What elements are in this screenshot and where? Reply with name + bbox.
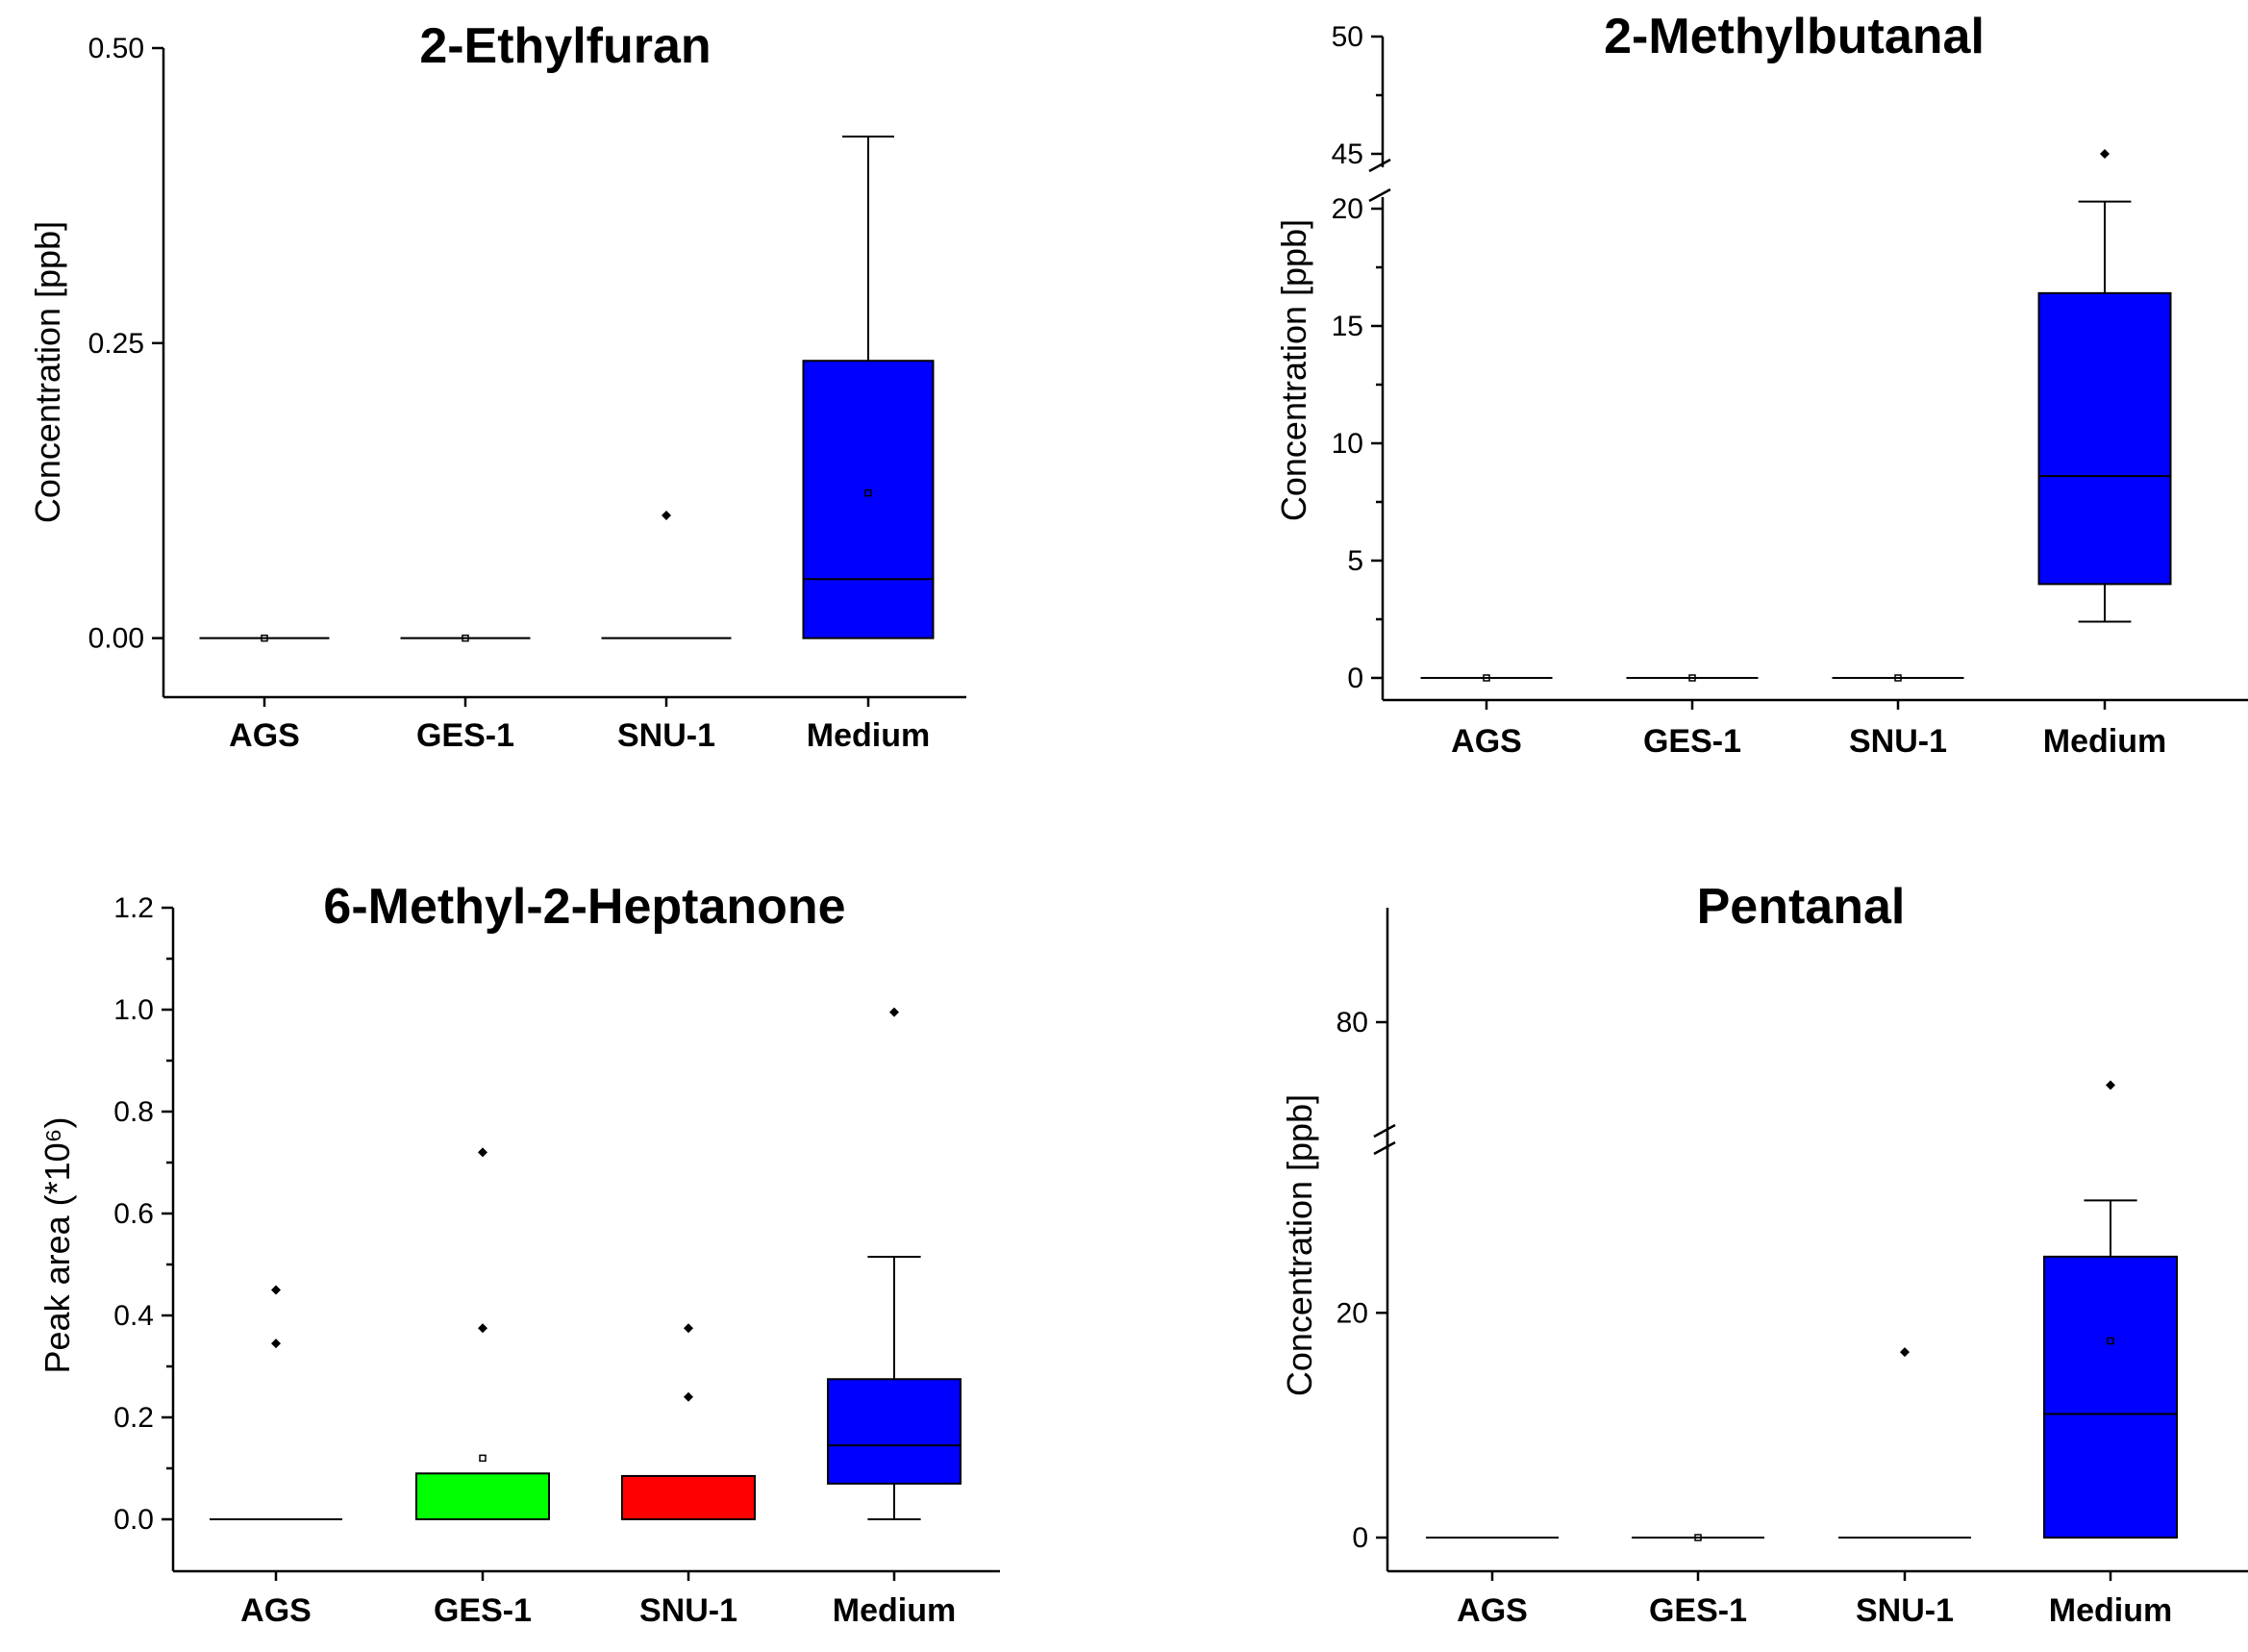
outlier-point	[1900, 1347, 1910, 1358]
outlier-point	[684, 1391, 693, 1402]
x-tick-label: SNU-1	[617, 717, 715, 754]
y-axis-label: Peak area (*10⁶)	[37, 1117, 77, 1374]
box-ags	[1420, 674, 1553, 682]
box-ges-1	[400, 634, 531, 642]
x-tick-label: Medium	[833, 1592, 956, 1629]
x-tick-label: SNU-1	[639, 1592, 737, 1629]
y-axis-label: Concentration [ppb]	[28, 221, 67, 523]
box-snu-1	[601, 511, 732, 639]
outlier-point	[684, 1323, 693, 1334]
x-tick-label: AGS	[240, 1592, 312, 1629]
axis-break-mark	[1368, 188, 1391, 203]
box-snu-1	[1838, 1347, 1971, 1539]
box-ags	[210, 1285, 342, 1520]
y-tick-label: 15	[1332, 311, 1363, 342]
box-medium	[2037, 149, 2172, 623]
y-tick-label: 0.0	[113, 1504, 154, 1536]
y-tick-label: 0.4	[113, 1300, 154, 1332]
x-tick-label: AGS	[1451, 723, 1522, 760]
mean-marker	[2107, 1337, 2114, 1345]
y-tick-label: 0.25	[88, 328, 144, 360]
y-tick-label: 5	[1347, 545, 1363, 577]
panel-title: 6-Methyl-2-Heptanone	[323, 879, 845, 935]
outlier-point	[2100, 149, 2110, 159]
x-tick-label: GES-1	[1643, 723, 1741, 760]
box-snu-1	[621, 1323, 756, 1520]
x-tick-label: Medium	[2049, 1592, 2172, 1629]
mean-marker	[1483, 674, 1490, 682]
outlier-point	[271, 1285, 281, 1295]
plot-area: 0.0 0.2 0.4 0.6 0.8 1.0 1.2 AGS GES-1 SNU-1 Medium	[113, 892, 1000, 1629]
box-medium	[827, 1007, 962, 1520]
plot-area: 0 20 80 AGS GES-1 SNU-1 Medium	[1336, 908, 2248, 1629]
box-snu-1	[1832, 674, 1964, 682]
y-tick-label: 10	[1332, 428, 1363, 460]
y-tick-label: 0	[1347, 663, 1363, 694]
y-tick-label: 0	[1352, 1522, 1368, 1554]
box-ges-1	[415, 1147, 550, 1521]
y-tick-label: 20	[1332, 193, 1363, 225]
x-tick-label: AGS	[1457, 1592, 1528, 1629]
x-tick-label: AGS	[229, 717, 300, 754]
box-body	[802, 360, 935, 639]
axis-break-mark	[1368, 158, 1391, 173]
mean-marker	[261, 634, 268, 642]
y-tick-label: 50	[1332, 21, 1363, 53]
x-tick-label: Medium	[807, 717, 930, 754]
y-tick-label: 0.00	[88, 623, 144, 655]
x-tick-label: SNU-1	[1856, 1592, 1954, 1629]
outlier-point	[662, 511, 671, 520]
panel-title: 2-Methylbutanal	[1604, 9, 1985, 64]
box-body	[621, 1474, 756, 1520]
x-tick-label: GES-1	[416, 717, 514, 754]
y-tick-label: 0.2	[113, 1402, 154, 1434]
box-medium	[2043, 1080, 2178, 1539]
outlier-point	[889, 1007, 899, 1017]
mean-marker	[864, 488, 872, 497]
panel-6-methyl-2-heptanone: 6-Methyl-2-Heptanone Peak area (*10⁶) 0.…	[37, 879, 1000, 1629]
box-body	[827, 1378, 962, 1485]
mean-marker	[462, 634, 469, 642]
box-body	[2043, 1255, 2178, 1539]
outlier-point	[271, 1339, 281, 1349]
x-tick-label: Medium	[2043, 723, 2166, 760]
panel-title: 2-Ethylfuran	[419, 18, 711, 74]
y-tick-label: 0.6	[113, 1198, 154, 1230]
outlier-point	[2106, 1080, 2115, 1090]
y-tick-label: 45	[1332, 138, 1363, 170]
mean-marker	[1688, 674, 1696, 682]
x-tick-label: GES-1	[1649, 1592, 1747, 1629]
axis-break-mark	[1373, 1123, 1396, 1139]
x-tick-label: SNU-1	[1849, 723, 1947, 760]
mean-marker	[1894, 674, 1902, 682]
outlier-point	[478, 1147, 487, 1158]
mean-marker	[1694, 1534, 1702, 1541]
y-tick-label: 20	[1336, 1297, 1368, 1329]
box-body	[415, 1472, 550, 1521]
y-tick-label: 80	[1336, 1007, 1368, 1039]
panel-2-ethylfuran: 2-Ethylfuran Concentration [ppb] 0.00 0.2…	[28, 18, 966, 754]
mean-marker	[479, 1454, 487, 1463]
box-ges-1	[1626, 674, 1759, 682]
x-tick-label: GES-1	[434, 1592, 532, 1629]
box-medium	[802, 136, 935, 639]
panel-title: Pentanal	[1697, 879, 1906, 935]
axis-break-mark	[1373, 1140, 1396, 1156]
box-ags	[199, 634, 330, 642]
box-body	[2037, 291, 2172, 586]
y-tick-label: 0.8	[113, 1096, 154, 1128]
panel-2-methylbutanal: 2-Methylbutanal Concentration [ppb] 0 5 10…	[1274, 9, 2248, 760]
y-tick-label: 0.50	[88, 33, 144, 64]
plot-area: 0.00 0.25 0.50 AGS GES-1 SNU-1 Medium	[88, 33, 966, 754]
y-axis-label: Concentration [ppb]	[1274, 219, 1313, 521]
panel-pentanal: Pentanal Concentration [ppb] 0 20 80 AGS GES…	[1280, 879, 2248, 1629]
y-tick-label: 1.2	[113, 892, 154, 924]
y-axis-label: Concentration [ppb]	[1280, 1094, 1319, 1396]
plot-area: 0 5 10 15 20 45 50 AGS GES-1 SNU-1 Medium	[1332, 21, 2248, 760]
box-ges-1	[1632, 1534, 1764, 1541]
y-tick-label: 1.0	[113, 994, 154, 1026]
outlier-point	[478, 1323, 487, 1334]
